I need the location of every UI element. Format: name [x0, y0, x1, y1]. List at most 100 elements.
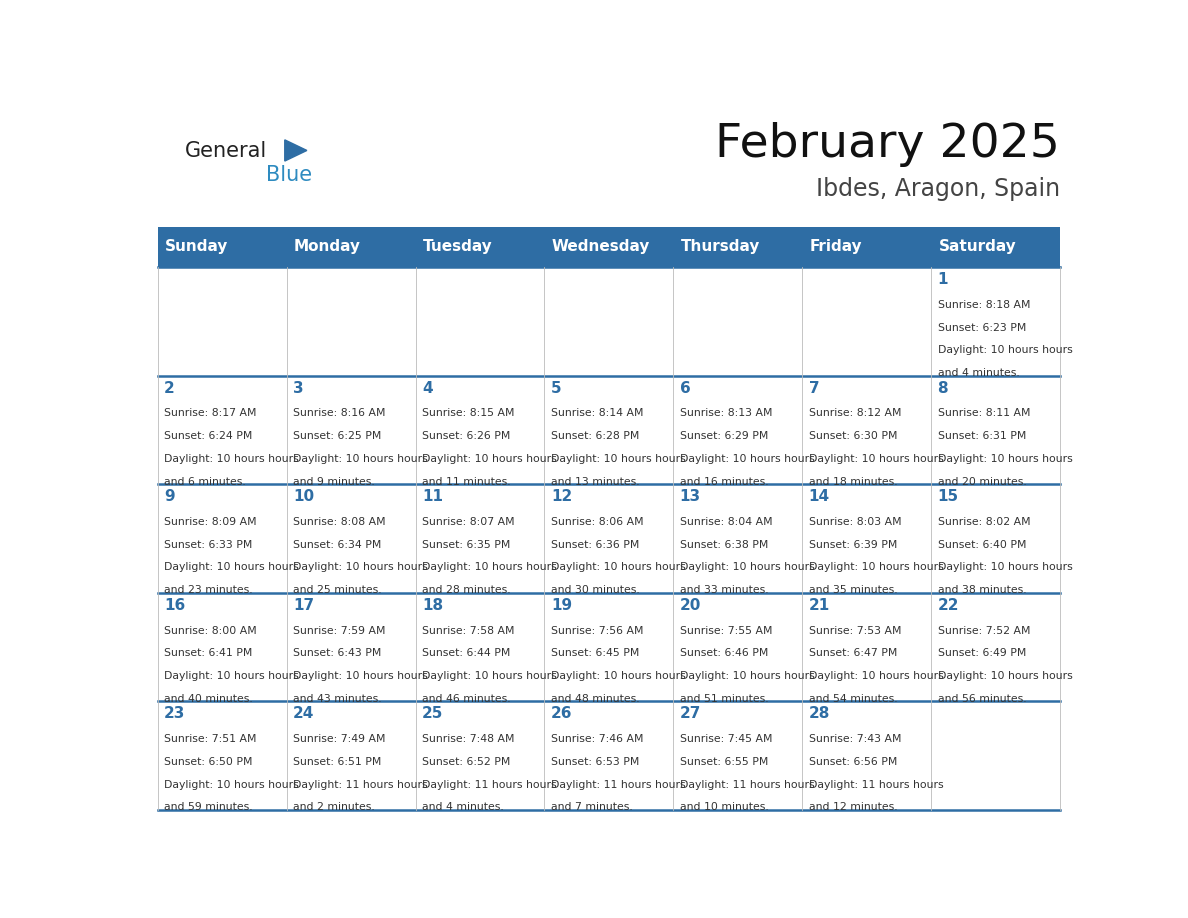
Text: 4: 4: [422, 381, 432, 396]
Text: Sunrise: 7:59 AM: Sunrise: 7:59 AM: [293, 625, 386, 635]
Text: and 9 minutes.: and 9 minutes.: [293, 476, 374, 487]
Text: Sunset: 6:44 PM: Sunset: 6:44 PM: [422, 648, 511, 658]
Text: Sunrise: 8:02 AM: Sunrise: 8:02 AM: [937, 517, 1030, 527]
Text: Daylight: 11 hours hours: Daylight: 11 hours hours: [293, 779, 428, 789]
Text: 22: 22: [937, 598, 959, 612]
Text: Monday: Monday: [293, 240, 361, 254]
Text: Sunset: 6:45 PM: Sunset: 6:45 PM: [551, 648, 639, 658]
Bar: [158, 227, 1060, 267]
Text: 7: 7: [809, 381, 820, 396]
Text: 21: 21: [809, 598, 830, 612]
Text: Sunrise: 8:11 AM: Sunrise: 8:11 AM: [937, 409, 1030, 419]
Text: 5: 5: [551, 381, 562, 396]
Text: and 28 minutes.: and 28 minutes.: [422, 585, 511, 595]
Text: and 7 minutes.: and 7 minutes.: [551, 802, 632, 812]
Text: and 6 minutes.: and 6 minutes.: [164, 476, 246, 487]
Text: Daylight: 11 hours hours: Daylight: 11 hours hours: [809, 779, 943, 789]
Text: Sunset: 6:56 PM: Sunset: 6:56 PM: [809, 756, 897, 767]
Text: 13: 13: [680, 489, 701, 504]
Text: Sunset: 6:46 PM: Sunset: 6:46 PM: [680, 648, 769, 658]
Text: Sunset: 6:30 PM: Sunset: 6:30 PM: [809, 431, 897, 442]
Text: Friday: Friday: [809, 240, 862, 254]
Text: 2: 2: [164, 381, 175, 396]
Text: Ibdes, Aragon, Spain: Ibdes, Aragon, Spain: [816, 177, 1060, 201]
Text: Daylight: 10 hours hours: Daylight: 10 hours hours: [937, 563, 1073, 573]
Text: Daylight: 10 hours hours: Daylight: 10 hours hours: [680, 671, 815, 681]
Text: and 54 minutes.: and 54 minutes.: [809, 694, 897, 704]
Text: Sunday: Sunday: [165, 240, 228, 254]
Text: Sunset: 6:38 PM: Sunset: 6:38 PM: [680, 540, 769, 550]
Text: Sunset: 6:55 PM: Sunset: 6:55 PM: [680, 756, 769, 767]
Polygon shape: [285, 140, 307, 161]
Text: Daylight: 10 hours hours: Daylight: 10 hours hours: [422, 671, 557, 681]
Text: Daylight: 10 hours hours: Daylight: 10 hours hours: [937, 671, 1073, 681]
Text: Sunset: 6:50 PM: Sunset: 6:50 PM: [164, 756, 253, 767]
Text: 20: 20: [680, 598, 701, 612]
Text: Daylight: 10 hours hours: Daylight: 10 hours hours: [551, 563, 685, 573]
Text: Sunset: 6:52 PM: Sunset: 6:52 PM: [422, 756, 511, 767]
Text: 10: 10: [293, 489, 314, 504]
Text: Sunrise: 8:09 AM: Sunrise: 8:09 AM: [164, 517, 257, 527]
Text: 23: 23: [164, 706, 185, 722]
Text: Daylight: 11 hours hours: Daylight: 11 hours hours: [551, 779, 685, 789]
Text: Sunrise: 8:06 AM: Sunrise: 8:06 AM: [551, 517, 644, 527]
Text: 12: 12: [551, 489, 573, 504]
Text: Sunset: 6:25 PM: Sunset: 6:25 PM: [293, 431, 381, 442]
Text: and 12 minutes.: and 12 minutes.: [809, 802, 897, 812]
Text: Sunrise: 7:52 AM: Sunrise: 7:52 AM: [937, 625, 1030, 635]
Text: and 16 minutes.: and 16 minutes.: [680, 476, 769, 487]
Text: Sunrise: 8:08 AM: Sunrise: 8:08 AM: [293, 517, 386, 527]
Text: Daylight: 10 hours hours: Daylight: 10 hours hours: [937, 345, 1073, 355]
Text: Daylight: 10 hours hours: Daylight: 10 hours hours: [551, 453, 685, 464]
Text: Sunrise: 7:48 AM: Sunrise: 7:48 AM: [422, 734, 514, 744]
Text: 17: 17: [293, 598, 314, 612]
Text: Thursday: Thursday: [681, 240, 760, 254]
Text: and 10 minutes.: and 10 minutes.: [680, 802, 769, 812]
Text: and 43 minutes.: and 43 minutes.: [293, 694, 381, 704]
Text: Daylight: 10 hours hours: Daylight: 10 hours hours: [809, 671, 943, 681]
Text: 11: 11: [422, 489, 443, 504]
Text: Sunset: 6:35 PM: Sunset: 6:35 PM: [422, 540, 511, 550]
Text: Sunrise: 7:51 AM: Sunrise: 7:51 AM: [164, 734, 257, 744]
Text: Sunrise: 8:15 AM: Sunrise: 8:15 AM: [422, 409, 514, 419]
Text: Sunset: 6:47 PM: Sunset: 6:47 PM: [809, 648, 897, 658]
Text: 8: 8: [937, 381, 948, 396]
Text: Sunset: 6:34 PM: Sunset: 6:34 PM: [293, 540, 381, 550]
Text: Sunset: 6:28 PM: Sunset: 6:28 PM: [551, 431, 639, 442]
Text: Daylight: 10 hours hours: Daylight: 10 hours hours: [293, 563, 428, 573]
Text: and 35 minutes.: and 35 minutes.: [809, 585, 897, 595]
Text: 24: 24: [293, 706, 315, 722]
Text: Sunrise: 7:53 AM: Sunrise: 7:53 AM: [809, 625, 902, 635]
Text: Sunrise: 8:13 AM: Sunrise: 8:13 AM: [680, 409, 772, 419]
Text: Daylight: 10 hours hours: Daylight: 10 hours hours: [164, 563, 299, 573]
Text: Sunrise: 8:07 AM: Sunrise: 8:07 AM: [422, 517, 514, 527]
Text: and 33 minutes.: and 33 minutes.: [680, 585, 769, 595]
Text: Daylight: 10 hours hours: Daylight: 10 hours hours: [164, 779, 299, 789]
Text: Sunset: 6:31 PM: Sunset: 6:31 PM: [937, 431, 1026, 442]
Text: and 4 minutes.: and 4 minutes.: [422, 802, 504, 812]
Text: Sunset: 6:24 PM: Sunset: 6:24 PM: [164, 431, 253, 442]
Text: Sunrise: 8:14 AM: Sunrise: 8:14 AM: [551, 409, 644, 419]
Text: 14: 14: [809, 489, 829, 504]
Text: Sunset: 6:41 PM: Sunset: 6:41 PM: [164, 648, 253, 658]
Text: Daylight: 10 hours hours: Daylight: 10 hours hours: [164, 453, 299, 464]
Text: Daylight: 10 hours hours: Daylight: 10 hours hours: [680, 563, 815, 573]
Text: Sunrise: 7:49 AM: Sunrise: 7:49 AM: [293, 734, 386, 744]
Text: Daylight: 10 hours hours: Daylight: 10 hours hours: [680, 453, 815, 464]
Text: Sunset: 6:39 PM: Sunset: 6:39 PM: [809, 540, 897, 550]
Text: Daylight: 10 hours hours: Daylight: 10 hours hours: [293, 453, 428, 464]
Text: Sunrise: 8:17 AM: Sunrise: 8:17 AM: [164, 409, 257, 419]
Text: and 18 minutes.: and 18 minutes.: [809, 476, 897, 487]
Text: Daylight: 10 hours hours: Daylight: 10 hours hours: [422, 453, 557, 464]
Text: Sunset: 6:51 PM: Sunset: 6:51 PM: [293, 756, 381, 767]
Text: and 30 minutes.: and 30 minutes.: [551, 585, 639, 595]
Text: and 2 minutes.: and 2 minutes.: [293, 802, 374, 812]
Text: 28: 28: [809, 706, 830, 722]
Text: Sunset: 6:23 PM: Sunset: 6:23 PM: [937, 322, 1026, 332]
Text: 26: 26: [551, 706, 573, 722]
Text: Sunset: 6:40 PM: Sunset: 6:40 PM: [937, 540, 1026, 550]
Text: Sunrise: 8:00 AM: Sunrise: 8:00 AM: [164, 625, 257, 635]
Text: 1: 1: [937, 272, 948, 287]
Text: Saturday: Saturday: [939, 240, 1016, 254]
Text: Sunrise: 7:55 AM: Sunrise: 7:55 AM: [680, 625, 772, 635]
